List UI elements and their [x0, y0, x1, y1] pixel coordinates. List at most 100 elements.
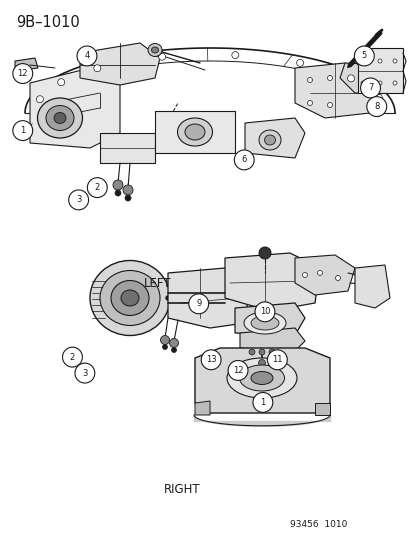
Text: 8: 8	[373, 102, 378, 111]
Text: 5: 5	[361, 52, 366, 60]
Circle shape	[267, 350, 287, 370]
Text: 12: 12	[232, 366, 243, 375]
Circle shape	[77, 46, 97, 66]
Circle shape	[327, 102, 332, 108]
Polygon shape	[224, 253, 319, 311]
Circle shape	[188, 294, 208, 314]
Polygon shape	[195, 401, 209, 415]
Circle shape	[158, 53, 165, 60]
Ellipse shape	[250, 316, 278, 330]
Circle shape	[123, 185, 133, 195]
Circle shape	[248, 349, 254, 355]
Circle shape	[335, 276, 339, 280]
Polygon shape	[195, 348, 329, 413]
Ellipse shape	[259, 130, 280, 150]
Circle shape	[377, 59, 381, 63]
Text: 13: 13	[205, 356, 216, 364]
Text: 9: 9	[196, 300, 201, 308]
Polygon shape	[80, 43, 159, 85]
Circle shape	[231, 52, 238, 59]
Polygon shape	[168, 268, 249, 328]
Circle shape	[258, 359, 265, 367]
Ellipse shape	[243, 312, 285, 334]
Text: LEFT: LEFT	[143, 277, 171, 290]
Polygon shape	[314, 403, 329, 415]
Circle shape	[392, 81, 396, 85]
Circle shape	[366, 96, 386, 117]
Circle shape	[259, 349, 264, 355]
Polygon shape	[30, 68, 120, 148]
Text: 2: 2	[70, 353, 75, 361]
Polygon shape	[235, 303, 304, 335]
Polygon shape	[294, 63, 374, 118]
Circle shape	[360, 78, 380, 98]
Polygon shape	[294, 255, 354, 295]
Circle shape	[268, 349, 274, 355]
Ellipse shape	[177, 118, 212, 146]
Circle shape	[317, 271, 322, 276]
Circle shape	[162, 344, 167, 350]
Circle shape	[201, 350, 221, 370]
Circle shape	[169, 338, 178, 348]
Ellipse shape	[46, 106, 74, 131]
Circle shape	[13, 63, 33, 84]
Text: 2: 2	[95, 183, 100, 192]
Ellipse shape	[147, 44, 161, 56]
Bar	[357, 48, 402, 93]
Text: 1: 1	[260, 398, 265, 407]
Circle shape	[69, 190, 88, 210]
Polygon shape	[240, 328, 304, 351]
Circle shape	[115, 190, 121, 196]
Text: 12: 12	[17, 69, 28, 78]
Polygon shape	[15, 58, 38, 71]
Circle shape	[347, 75, 354, 82]
Bar	[154, 111, 235, 153]
Circle shape	[62, 347, 82, 367]
Polygon shape	[354, 265, 389, 308]
Circle shape	[307, 77, 312, 83]
Circle shape	[360, 81, 364, 85]
Circle shape	[87, 177, 107, 198]
Circle shape	[125, 195, 131, 201]
Circle shape	[296, 59, 303, 67]
Ellipse shape	[38, 98, 82, 138]
Text: 1: 1	[20, 126, 25, 135]
Ellipse shape	[226, 358, 296, 398]
Ellipse shape	[264, 135, 275, 145]
Ellipse shape	[151, 47, 158, 53]
Circle shape	[259, 247, 271, 259]
Text: 3: 3	[82, 369, 87, 377]
Ellipse shape	[111, 280, 149, 316]
Ellipse shape	[239, 365, 284, 391]
Circle shape	[302, 272, 307, 278]
Polygon shape	[339, 63, 394, 93]
Circle shape	[234, 150, 254, 170]
Circle shape	[228, 360, 247, 381]
Circle shape	[171, 348, 176, 352]
Text: 11: 11	[271, 356, 282, 364]
Circle shape	[94, 64, 101, 72]
Circle shape	[252, 392, 272, 413]
Text: RIGHT: RIGHT	[164, 483, 200, 496]
Ellipse shape	[90, 261, 170, 335]
Text: 93456  1010: 93456 1010	[289, 520, 347, 529]
Text: 3: 3	[76, 196, 81, 204]
Circle shape	[254, 302, 274, 322]
Circle shape	[307, 101, 312, 106]
Circle shape	[375, 94, 382, 101]
Text: 6: 6	[241, 156, 246, 164]
Ellipse shape	[100, 271, 159, 326]
Circle shape	[360, 59, 364, 63]
Circle shape	[36, 96, 43, 103]
Circle shape	[160, 335, 169, 344]
Text: 4: 4	[84, 52, 89, 60]
Circle shape	[75, 363, 95, 383]
Ellipse shape	[250, 372, 272, 384]
Text: 10: 10	[259, 308, 270, 316]
Polygon shape	[244, 118, 304, 158]
Circle shape	[327, 76, 332, 80]
Ellipse shape	[54, 112, 66, 124]
Circle shape	[377, 81, 381, 85]
Circle shape	[392, 59, 396, 63]
Text: 9B–1010: 9B–1010	[17, 15, 80, 30]
